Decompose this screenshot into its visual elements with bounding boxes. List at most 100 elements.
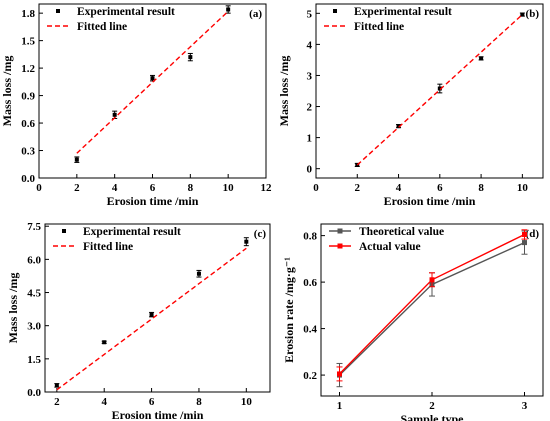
- series-1: [336, 229, 528, 382]
- series-1: [356, 14, 523, 166]
- legend-swatch-marker: [62, 229, 66, 233]
- y-axis-label: Erosion rate /mg·g⁻¹: [282, 257, 296, 363]
- y-tick-label: 1.5: [21, 36, 35, 48]
- x-tick-label: 6: [149, 396, 155, 408]
- panel-c: 2 4 6 8 10 0.0 1.5 3.0 4.5 6.0 7.5 Erosion time /mi…: [6, 221, 271, 421]
- y-tick-label: 0.0: [21, 173, 35, 185]
- x-tick-label: 10: [517, 182, 529, 194]
- legend: Experimental result Fitted line: [53, 226, 181, 253]
- panel-d: 1 2 3 0.2 0.4 0.6 0.8 Sample type Erosion rate /…: [282, 223, 544, 421]
- y-tick-label: 5: [307, 8, 313, 20]
- data-point: [396, 124, 401, 129]
- x-tick-label: 6: [150, 182, 156, 194]
- series-0: [54, 237, 249, 388]
- plot-frame: [38, 3, 267, 179]
- x-tick-label: 10: [223, 182, 235, 194]
- legend-label: Experimental result: [354, 6, 452, 18]
- legend-swatch-marker: [56, 9, 60, 13]
- y-tick-label: 0.8: [303, 231, 317, 243]
- panel-label: (b): [526, 8, 540, 20]
- legend-swatch-marker: [333, 9, 337, 13]
- x-tick-label: 3: [522, 400, 528, 412]
- legend: Theoretical value Actual value: [329, 226, 444, 253]
- legend-label: Fitted line: [83, 241, 133, 253]
- y-tick-label: 1: [307, 133, 313, 145]
- data-point: [54, 383, 59, 388]
- y-tick-label: 1.5: [27, 354, 41, 366]
- data-point: [150, 76, 155, 81]
- x-tick-label: 8: [196, 396, 202, 408]
- y-axis-label: Mass loss /mg: [6, 273, 20, 344]
- data-point: [196, 271, 201, 276]
- data-point: [112, 112, 117, 117]
- series-1: [56, 247, 247, 391]
- plot-frame: [315, 3, 544, 179]
- data-point: [74, 157, 79, 162]
- series-line: [339, 241, 525, 376]
- x-tick-label: 2: [355, 182, 361, 194]
- x-tick-label: 0: [313, 182, 319, 194]
- panel-label: (d): [526, 228, 540, 240]
- x-tick-label: 12: [261, 182, 273, 194]
- panel-b: 0 2 4 6 8 10 0 1 2 3 4 5 Erosion time /min Mass loss …: [277, 3, 544, 208]
- legend-swatch-marker: [337, 243, 343, 249]
- data-point: [188, 55, 193, 60]
- x-axis-label: Erosion time /min: [384, 194, 476, 208]
- data-point: [522, 240, 527, 246]
- y-tick-label: 0.2: [303, 370, 317, 382]
- fitted-line: [356, 14, 523, 166]
- y-tick-label: 4.5: [27, 288, 41, 300]
- y-tick-label: 1.8: [21, 8, 35, 20]
- y-axis-label: Mass loss /mg: [0, 56, 14, 127]
- y-tick-label: 0.3: [21, 146, 35, 158]
- y-tick-label: 3.0: [27, 321, 41, 333]
- panel-a: 0 2 4 6 8 10 12 0.0 0.3 0.6 0.9 1.2 1.5 1.8 Erosion ti…: [0, 3, 273, 208]
- panel-label: (a): [249, 8, 262, 20]
- data-point: [244, 239, 249, 244]
- x-tick-label: 8: [188, 182, 194, 194]
- legend-label: Actual value: [359, 241, 421, 253]
- y-tick-label: 0.0: [27, 387, 41, 399]
- x-tick-label: 4: [396, 182, 402, 194]
- y-tick-label: 0.4: [303, 324, 317, 336]
- y-tick-label: 3: [307, 70, 313, 82]
- data-point: [522, 231, 527, 237]
- data-point: [437, 86, 442, 91]
- series-1: [76, 10, 229, 154]
- y-tick-label: 0.9: [21, 91, 35, 103]
- x-tick-label: 2: [429, 400, 435, 412]
- x-tick-label: 2: [74, 182, 80, 194]
- panel-label: (c): [254, 228, 267, 240]
- x-tick-label: 1: [337, 400, 343, 412]
- x-tick-label: 0: [36, 182, 42, 194]
- legend-label: Experimental result: [83, 226, 181, 238]
- data-point: [337, 371, 342, 377]
- data-point: [429, 277, 435, 283]
- x-axis-label: Erosion time /min: [112, 408, 204, 421]
- data-point: [479, 56, 484, 61]
- y-tick-label: 4: [307, 39, 313, 51]
- y-axis-label: Mass loss /mg: [277, 56, 291, 127]
- data-point: [226, 7, 231, 12]
- legend-label: Fitted line: [354, 21, 404, 33]
- y-tick-label: 2: [307, 102, 313, 114]
- x-tick-label: 2: [54, 396, 60, 408]
- y-tick-label: 6.0: [27, 254, 41, 266]
- fitted-line: [56, 247, 247, 391]
- legend-label: Fitted line: [77, 21, 127, 33]
- x-axis-label: Erosion time /min: [107, 194, 199, 208]
- legend: Experimental result Fitted line: [47, 6, 175, 33]
- data-point: [102, 340, 107, 345]
- data-point: [520, 12, 525, 17]
- legend-label: Theoretical value: [359, 226, 444, 238]
- legend: Experimental result Fitted line: [324, 6, 452, 33]
- y-tick-label: 1.2: [21, 63, 35, 75]
- legend-swatch-marker: [337, 228, 343, 234]
- plot-frame: [44, 223, 271, 393]
- fitted-line: [76, 10, 229, 154]
- y-tick-label: 0: [307, 164, 313, 176]
- y-tick-label: 7.5: [27, 221, 41, 233]
- x-tick-label: 10: [241, 396, 253, 408]
- x-tick-label: 4: [101, 396, 107, 408]
